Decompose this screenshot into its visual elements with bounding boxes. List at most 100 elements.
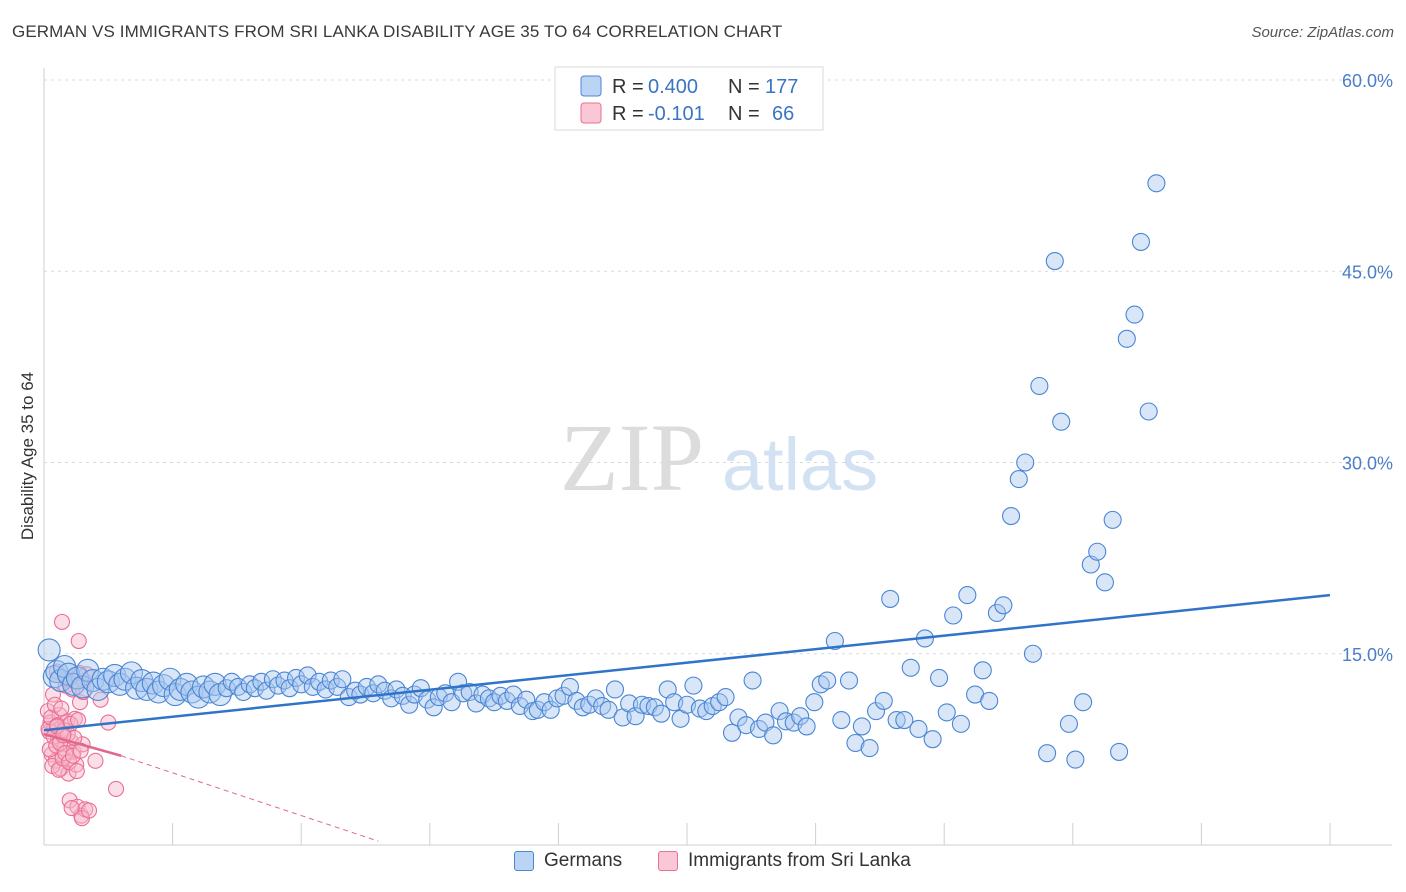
germans-point (1088, 542, 1107, 561)
germans-point (776, 712, 796, 731)
legend-n-label-germans: N = (728, 76, 760, 98)
germans-point (1030, 376, 1049, 396)
legend: R = 0.400 N = 177 R = -0.101 N = 66 (554, 66, 824, 131)
germans-point (316, 680, 335, 699)
germans-point (1103, 510, 1122, 529)
bottom-legend-label-germans: Germans (544, 850, 623, 871)
germans-point (764, 726, 783, 745)
watermark: ZIP atlas (560, 404, 878, 511)
germans-point (541, 700, 560, 719)
germans-point (846, 733, 865, 753)
axes (43, 68, 1392, 846)
germans-point (364, 684, 383, 703)
germans-point (860, 739, 879, 758)
sri-lanka-point (71, 694, 89, 711)
germans-point (797, 717, 816, 736)
bottom-legend-swatch-germans (514, 851, 534, 871)
bottom-legend-germans[interactable]: Germans (514, 850, 622, 872)
germans-point (586, 689, 605, 708)
legend-n-value-sri-lanka: 66 (772, 103, 794, 125)
germans-point (743, 671, 762, 690)
germans-point (881, 589, 900, 608)
germans-point (980, 691, 999, 710)
germans-point (605, 680, 625, 699)
sri-lanka-point (63, 799, 80, 817)
germans-point (411, 679, 430, 698)
germans-point (321, 671, 340, 690)
germans-point (49, 668, 73, 693)
germans-point (1131, 232, 1151, 251)
bottom-legend: Germans Immigrants from Sri Lanka (0, 850, 1406, 880)
bottom-legend-swatch-sri-lanka (658, 851, 678, 871)
germans-point (930, 668, 949, 688)
germans-point (1059, 714, 1078, 733)
legend-r-value-germans: 0.400 (648, 76, 698, 98)
germans-point (944, 606, 963, 625)
germans-point (805, 693, 824, 712)
trend-line-germans (43, 593, 1331, 732)
germans-point (866, 702, 886, 721)
germans-point (424, 698, 443, 717)
germans-point (1110, 742, 1129, 761)
germans-point (62, 672, 86, 696)
legend-n-label-sri-lanka: N = (728, 103, 760, 125)
germans-point (333, 670, 352, 689)
source-label: Source: ZipAtlas.com (1251, 24, 1394, 41)
trend-line-sri-lanka-extension (121, 755, 379, 842)
watermark-zip: ZIP (560, 404, 704, 511)
germans-point (951, 714, 970, 733)
germans-point (599, 700, 618, 719)
series-sri-lanka-points (39, 613, 125, 827)
germans-point (208, 682, 232, 707)
chart-title: GERMAN VS IMMIGRANTS FROM SRI LANKA DISA… (12, 22, 783, 41)
germans-point (1066, 750, 1085, 769)
germans-point (1052, 412, 1071, 431)
germans-point (351, 685, 370, 704)
germans-point (96, 670, 120, 694)
germans-point (684, 676, 703, 695)
germans-point (252, 672, 271, 691)
germans-point (909, 719, 928, 739)
bottom-legend-label-sri-lanka: Immigrants from Sri Lanka (688, 850, 911, 871)
germans-point (825, 631, 844, 651)
germans-point (716, 688, 735, 707)
germans-point (454, 684, 473, 703)
germans-point (895, 710, 914, 730)
germans-point (1038, 744, 1057, 763)
germans-point (791, 707, 810, 726)
germans-point (580, 695, 599, 714)
germans-point (400, 695, 419, 714)
germans-point (1002, 506, 1021, 526)
germans-point (1074, 693, 1093, 712)
germans-point (937, 703, 956, 722)
trend-lines (43, 593, 1331, 842)
germans-point (626, 707, 645, 726)
germans-point (1117, 329, 1136, 348)
germans-point (923, 730, 942, 749)
germans-point (958, 586, 977, 605)
bottom-legend-sri-lanka[interactable]: Immigrants from Sri Lanka (658, 850, 911, 872)
sri-lanka-point (64, 747, 81, 764)
germans-point (1147, 174, 1166, 193)
germans-point (257, 681, 276, 700)
y-tick-label-0: 15.0% (1342, 645, 1393, 665)
germans-point (485, 693, 504, 712)
germans-point (994, 596, 1013, 615)
germans-point (1139, 402, 1158, 421)
legend-swatch-sri-lanka (580, 102, 602, 124)
germans-point (528, 700, 547, 719)
germans-point (245, 679, 264, 698)
germans-point (310, 672, 329, 691)
sri-lanka-point (70, 632, 87, 650)
germans-point (1016, 453, 1035, 472)
germans-point (818, 671, 837, 690)
germans-point (652, 704, 671, 723)
germans-point (887, 710, 906, 730)
germans-point (1125, 305, 1144, 324)
germans-point (1045, 251, 1064, 271)
trend-line-sri-lanka (43, 732, 122, 757)
germans-point (1023, 644, 1042, 663)
germans-point (839, 671, 859, 690)
scatter-chart: ZIP atlas 15.0%30.0%45.0%60.0%0.0%100.0%… (37, 66, 1393, 846)
sri-lanka-point (107, 780, 125, 797)
